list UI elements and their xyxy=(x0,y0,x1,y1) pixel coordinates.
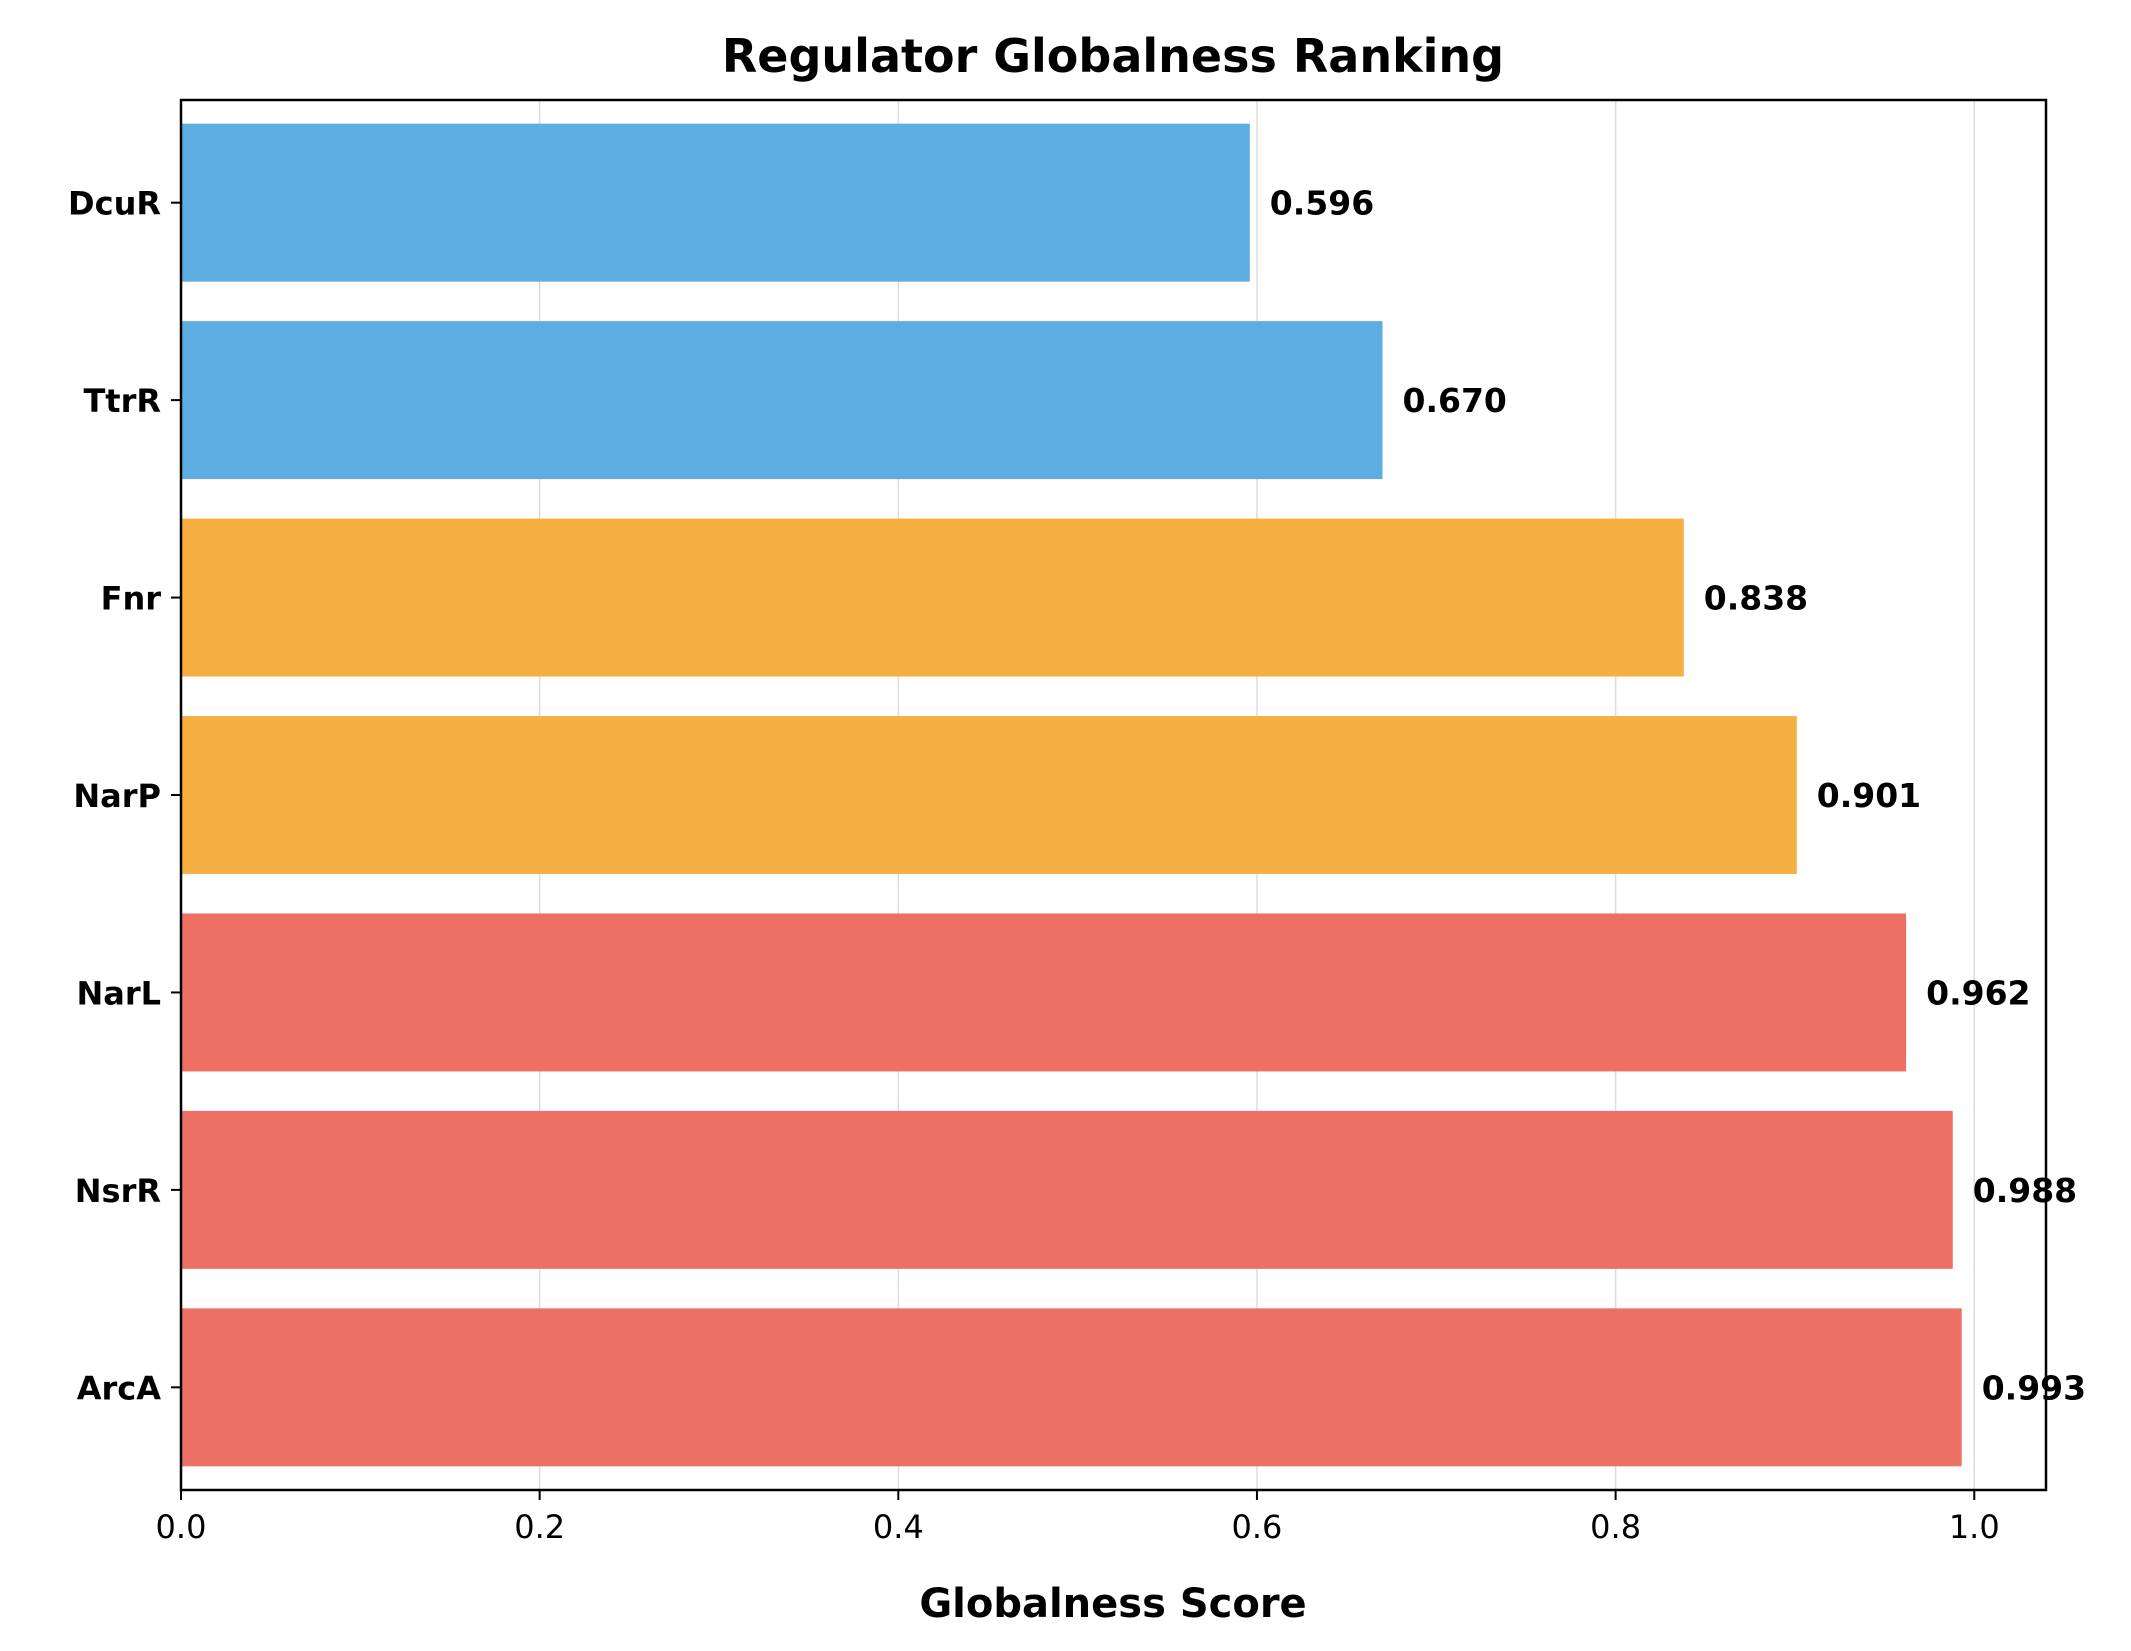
bar-fnr xyxy=(181,518,1684,677)
bar-narp xyxy=(181,716,1797,874)
x-axis-label: Globalness Score xyxy=(919,1581,1306,1627)
bar-narl xyxy=(181,913,1907,1072)
value-label-narp: 0.901 xyxy=(1817,776,1921,815)
value-label-fnr: 0.838 xyxy=(1704,579,1808,618)
y-tick-label-ttrr: TtrR xyxy=(83,382,161,420)
x-tick-label: 0.4 xyxy=(873,1508,924,1546)
x-tick-label: 0.8 xyxy=(1590,1508,1641,1546)
x-tick-label: 0.2 xyxy=(514,1508,565,1546)
value-label-ttrr: 0.670 xyxy=(1402,381,1506,420)
x-tick-label: 0.0 xyxy=(156,1508,207,1546)
value-label-narl: 0.962 xyxy=(1926,973,2030,1012)
y-axis-ticks: DcuR TtrR Fnr NarP NarL NsrR ArcA xyxy=(68,185,181,1407)
y-tick-label-fnr: Fnr xyxy=(101,580,162,618)
value-label-dcur: 0.596 xyxy=(1270,184,1374,223)
bar-arca xyxy=(181,1308,1962,1467)
y-tick-label-nsrr: NsrR xyxy=(75,1172,161,1210)
bar-dcur xyxy=(181,123,1250,282)
y-tick-label-arca: ArcA xyxy=(77,1369,162,1407)
y-tick-label-narp: NarP xyxy=(73,777,161,815)
value-label-nsrr: 0.988 xyxy=(1973,1171,2077,1210)
value-labels: 0.596 0.670 0.838 0.901 0.962 0.988 0.993 xyxy=(1270,184,2086,1408)
x-axis-ticks: 0.0 0.2 0.4 0.6 0.8 1.0 xyxy=(156,1490,2000,1546)
bar-ttrr xyxy=(181,321,1383,480)
chart-title: Regulator Globalness Ranking xyxy=(722,29,1504,83)
y-tick-label-narl: NarL xyxy=(76,974,161,1012)
bars xyxy=(181,123,1962,1467)
x-tick-label: 1.0 xyxy=(1949,1508,2000,1546)
plot-frame xyxy=(179,98,2048,1492)
y-tick-label-dcur: DcuR xyxy=(68,185,161,223)
bar-nsrr xyxy=(181,1110,1953,1269)
value-label-arca: 0.993 xyxy=(1982,1368,2086,1407)
x-tick-label: 0.6 xyxy=(1232,1508,1283,1546)
